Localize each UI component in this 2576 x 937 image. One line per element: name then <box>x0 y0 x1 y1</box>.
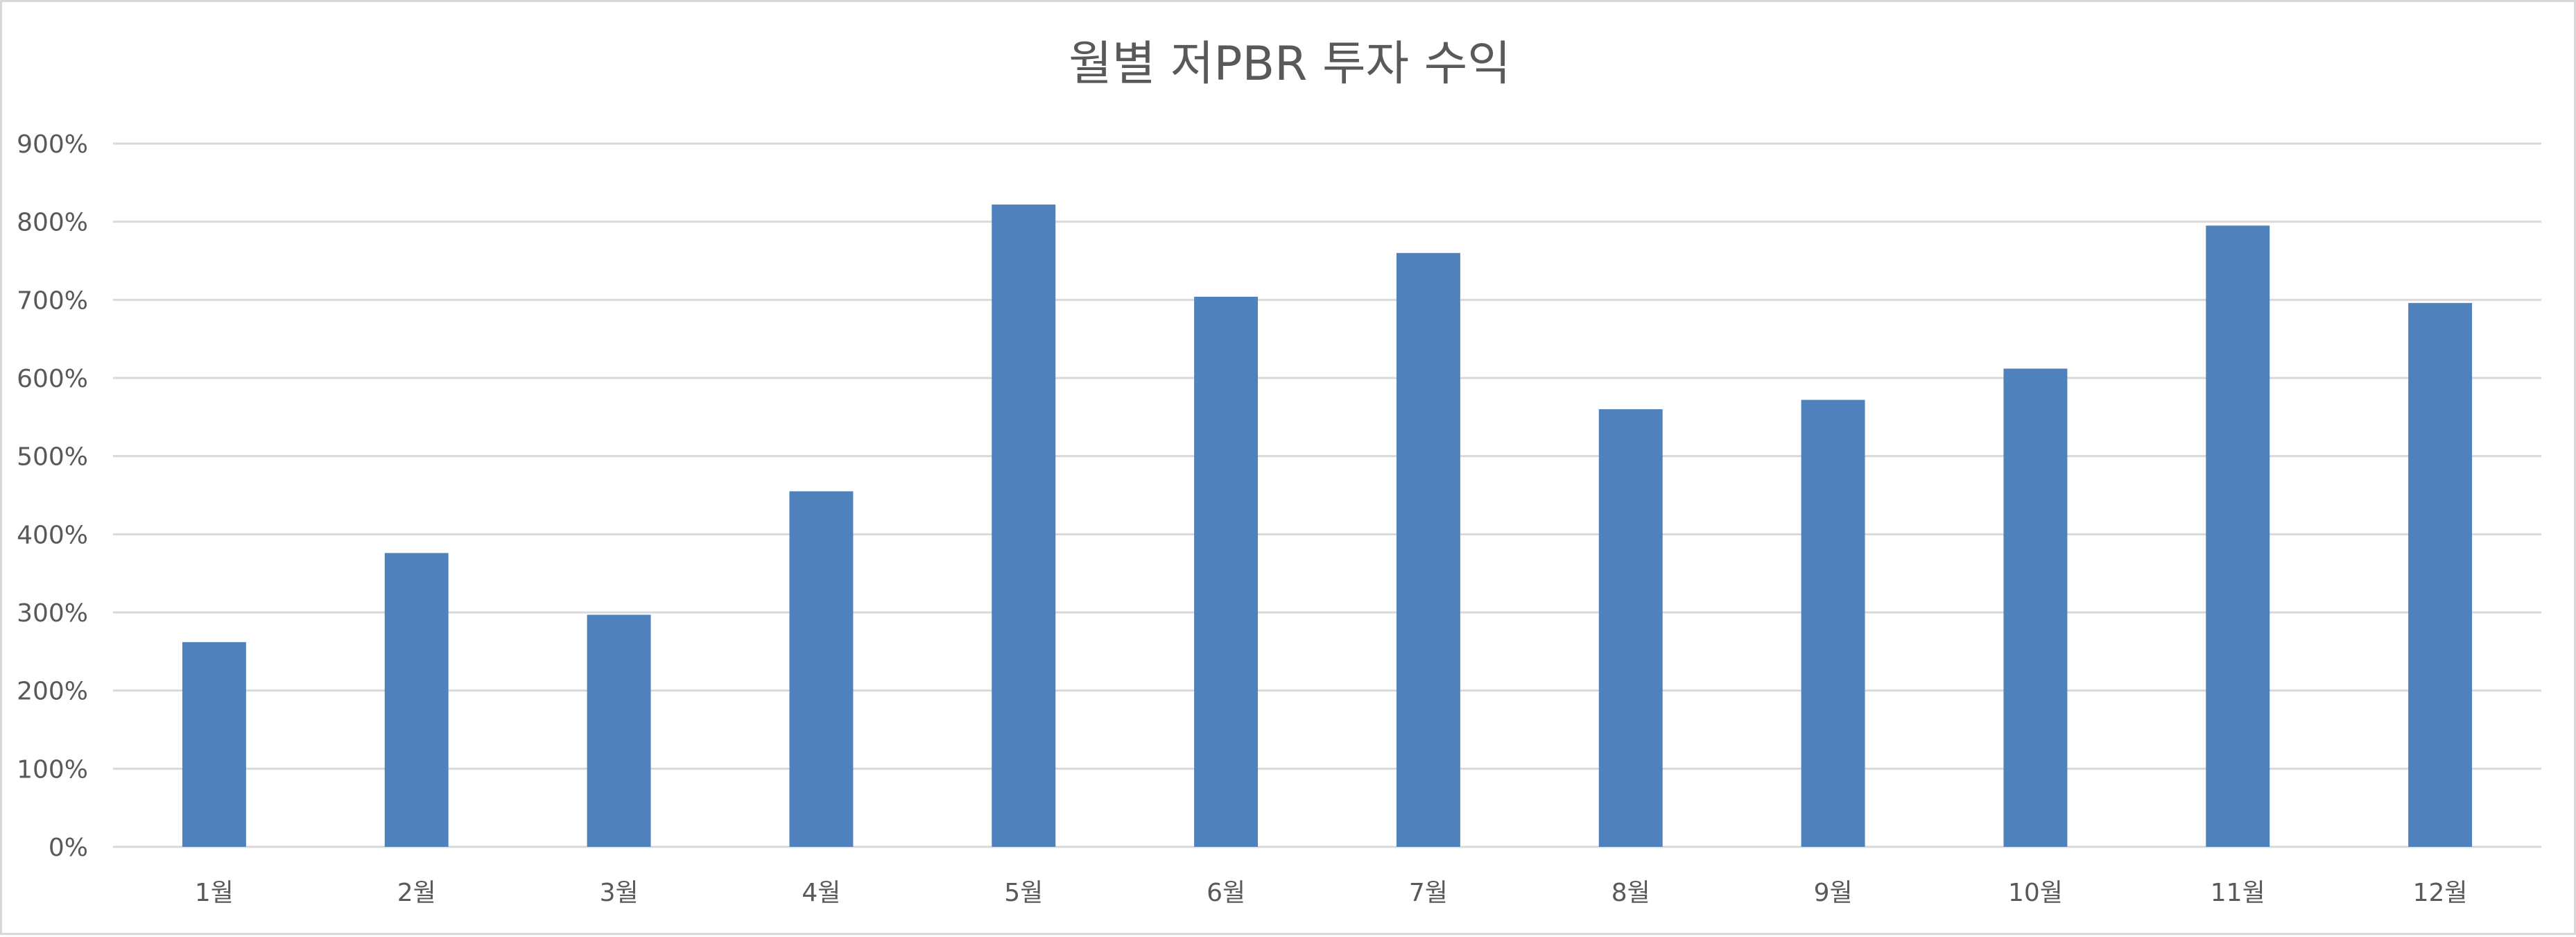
bar <box>1598 409 1663 847</box>
y-axis-tick-labels: 0% 100% 200% 300% 400% 500% 600% 700% 800% 900% <box>17 130 88 862</box>
y-tick-label: 900% <box>17 130 88 159</box>
bar <box>2206 225 2270 847</box>
x-tick-label: 8월 <box>1611 879 1650 907</box>
y-tick-label: 0% <box>49 834 88 862</box>
x-tick-label: 1월 <box>195 879 234 907</box>
y-tick-label: 700% <box>17 286 88 315</box>
bars <box>182 204 2473 848</box>
bar <box>1801 399 1865 847</box>
chart-title: 월별 저PBR 투자 수익 <box>1069 37 1511 92</box>
x-tick-label: 9월 <box>1814 879 1853 907</box>
bar <box>182 642 246 847</box>
x-tick-label: 11월 <box>2211 879 2265 907</box>
bar <box>1396 252 1460 847</box>
x-tick-label: 4월 <box>802 879 840 907</box>
x-tick-label: 10월 <box>2008 879 2063 907</box>
y-tick-label: 300% <box>17 599 88 628</box>
bar <box>384 553 449 847</box>
x-tick-label: 7월 <box>1409 879 1448 907</box>
y-tick-label: 800% <box>17 209 88 237</box>
bar <box>2408 302 2473 848</box>
y-tick-label: 500% <box>17 443 88 472</box>
x-tick-label: 6월 <box>1207 879 1245 907</box>
bar <box>1194 296 1259 847</box>
bar <box>587 614 651 847</box>
y-tick-label: 100% <box>17 755 88 784</box>
x-tick-label: 5월 <box>1004 879 1043 907</box>
y-tick-label: 200% <box>17 678 88 706</box>
bar <box>992 204 1056 847</box>
x-tick-label: 2월 <box>397 879 436 907</box>
x-tick-label: 3월 <box>600 879 639 907</box>
gridlines <box>113 142 2541 848</box>
bar <box>789 491 854 847</box>
y-tick-label: 600% <box>17 365 88 393</box>
x-axis-tick-labels: 1월 2월 3월 4월 5월 6월 7월 8월 9월 10월 11월 12월 <box>195 879 2468 907</box>
x-tick-label: 12월 <box>2413 879 2468 907</box>
y-tick-label: 400% <box>17 521 88 549</box>
bar <box>2003 368 2068 847</box>
